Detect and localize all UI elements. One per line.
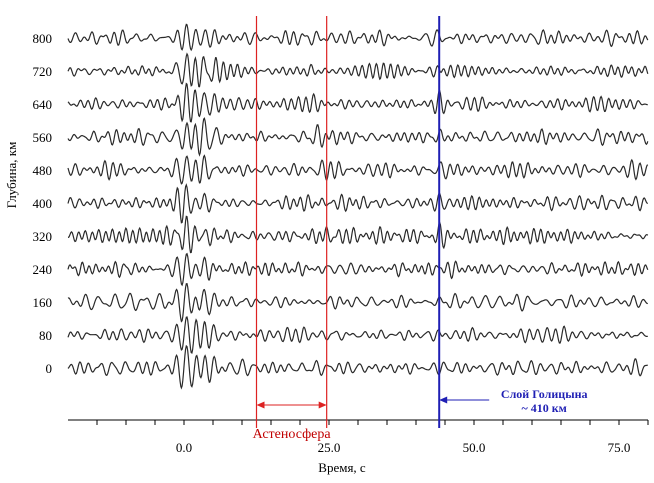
depth-tick-label: 0 (46, 361, 53, 376)
trace-160 (67, 283, 648, 323)
x-tick-label: 50.0 (463, 440, 486, 455)
trace-320 (67, 215, 649, 254)
x-tick-label: 25.0 (318, 440, 341, 455)
trace-group (67, 23, 649, 390)
trace-400 (67, 183, 649, 224)
depth-tick-label: 480 (33, 163, 53, 178)
x-axis-ticks (96, 420, 649, 425)
golitsyn-arrow-head (439, 396, 448, 404)
depth-tick-label: 400 (33, 196, 53, 211)
trace-720 (67, 52, 649, 88)
marker-lines (255, 16, 441, 428)
depth-tick-label: 160 (33, 295, 53, 310)
golitsyn-label-line2: ~ 410 км (522, 401, 567, 415)
depth-tick-label: 560 (33, 130, 53, 145)
asthenosphere-arrow-left-head (256, 401, 265, 409)
x-tick-labels: 0.0 25.0 50.0 75.0 (176, 440, 631, 455)
y-axis-title: Глубина, км (4, 142, 19, 209)
golitsyn-arrow (439, 396, 490, 404)
trace-800 (67, 23, 649, 52)
depth-tick-label: 720 (33, 64, 53, 79)
trace-240 (67, 252, 649, 287)
golitsyn-label-line1: Слой Голицына (501, 387, 588, 401)
trace-0 (67, 344, 648, 390)
asthenosphere-label: Астеносфера (253, 427, 332, 442)
trace-640 (67, 82, 648, 123)
trace-560 (67, 117, 649, 157)
depth-tick-label: 640 (33, 97, 53, 112)
asthenosphere-arrow (256, 401, 327, 409)
x-tick-label: 75.0 (608, 440, 631, 455)
trace-80 (67, 316, 648, 354)
depth-tick-label: 320 (33, 229, 53, 244)
depth-tick-label: 800 (33, 31, 53, 46)
x-tick-label: 0.0 (176, 440, 192, 455)
x-axis-title: Время, с (318, 460, 366, 475)
asthenosphere-arrow-right-head (318, 401, 327, 409)
depth-tick-label: 240 (33, 262, 53, 277)
depth-tick-label: 80 (39, 328, 52, 343)
trace-480 (67, 154, 649, 185)
